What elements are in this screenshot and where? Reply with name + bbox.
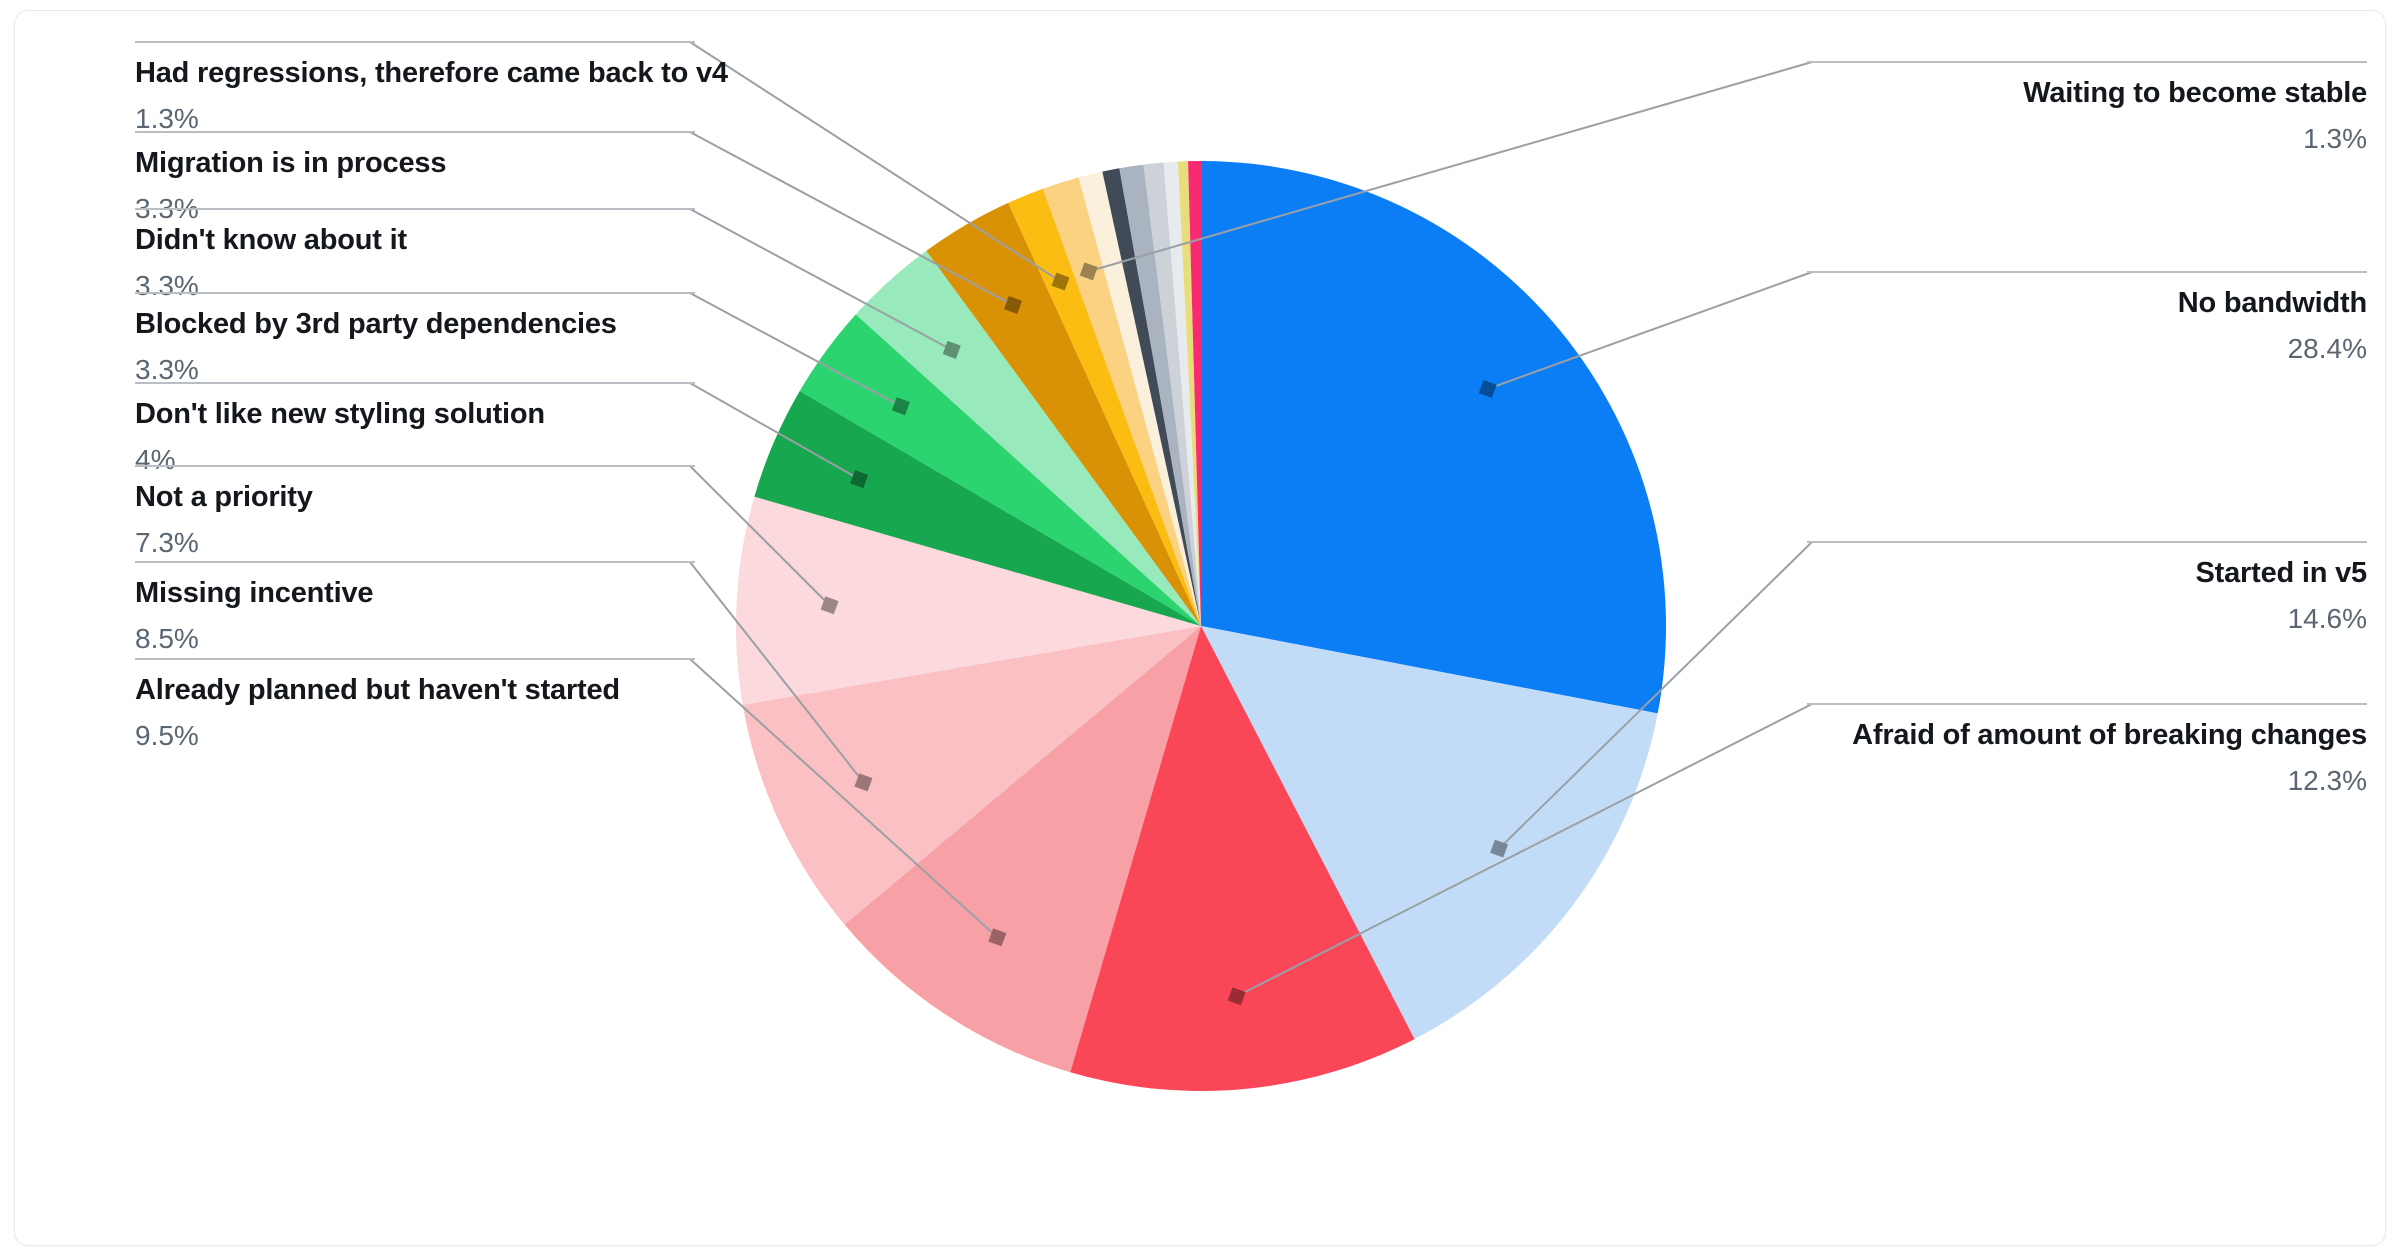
callout-rule	[135, 292, 695, 294]
callout-label[interactable]: Started in v5 14.6%	[1807, 541, 2367, 636]
callout-label-name: Already planned but haven't started	[135, 674, 620, 706]
pie-slice[interactable]	[754, 391, 1201, 626]
pie-slice[interactable]	[1163, 161, 1201, 626]
leader-line	[689, 208, 953, 351]
callout-label[interactable]: Afraid of amount of breaking changes 12.3…	[1807, 703, 2367, 798]
callout-rule	[1807, 61, 2367, 63]
callout-label[interactable]: Already planned but haven't started 9.5%	[135, 658, 695, 753]
leader-anchor-dot	[1490, 839, 1509, 858]
callout-label-name: Missing incentive	[135, 577, 374, 609]
leader-line	[689, 292, 902, 408]
callout-label-percent: 4%	[135, 444, 176, 476]
leader-line	[1236, 703, 1813, 998]
callout-label[interactable]: Missing incentive 8.5%	[135, 561, 695, 656]
leader-anchor-dot	[942, 340, 961, 359]
callout-label-percent: 7.3%	[135, 527, 199, 559]
callout-label-percent: 28.4%	[2287, 333, 2367, 365]
callout-label-percent: 1.3%	[135, 103, 199, 135]
pie-slice[interactable]	[1177, 161, 1201, 626]
pie-slice[interactable]	[1119, 164, 1201, 626]
pie-chart-stage: Had regressions, therefore came back to …	[15, 11, 2385, 1245]
pie-chart-svg[interactable]	[15, 11, 2386, 1246]
callout-rule	[135, 561, 695, 563]
leader-line	[689, 41, 1062, 283]
leader-anchor-dot	[988, 928, 1007, 947]
callout-rule	[135, 382, 695, 384]
callout-label-percent: 9.5%	[135, 720, 199, 752]
pie-slice[interactable]	[1070, 626, 1415, 1092]
pie-slice[interactable]	[799, 314, 1201, 626]
pie-slice[interactable]	[1078, 171, 1201, 626]
pie-slice[interactable]	[844, 626, 1201, 1073]
pie-slice[interactable]	[1143, 162, 1201, 626]
callout-label-percent: 1.3%	[2303, 123, 2367, 155]
callout-label-name: Had regressions, therefore came back to …	[135, 57, 728, 89]
leader-line	[1498, 541, 1813, 850]
callout-label-percent: 3.3%	[135, 354, 199, 386]
callout-label-name: No bandwidth	[2177, 287, 2367, 319]
leader-line	[689, 131, 1014, 306]
callout-rule	[1807, 703, 2367, 705]
leader-line	[689, 382, 860, 480]
leader-line	[1088, 61, 1813, 273]
callout-label-name: Migration is in process	[135, 147, 447, 179]
leader-anchor-dot	[891, 397, 910, 416]
pie-slice[interactable]	[742, 626, 1201, 925]
pie-slice[interactable]	[1042, 177, 1201, 626]
leader-line	[1487, 271, 1813, 390]
leader-anchor-dot	[1227, 987, 1246, 1006]
callout-label-name: Waiting to become stable	[2023, 77, 2367, 109]
callout-label[interactable]: Don't like new styling solution 4%	[135, 382, 695, 477]
callout-label-name: Afraid of amount of breaking changes	[1852, 719, 2367, 751]
callout-label-name: Don't like new styling solution	[135, 398, 545, 430]
leader-anchor-dot	[850, 470, 869, 489]
leader-anchor-dot	[1004, 296, 1022, 314]
leader-anchor-dot	[1079, 262, 1098, 281]
callout-label-percent: 12.3%	[2287, 765, 2367, 797]
callout-rule	[135, 658, 695, 660]
pie-slice[interactable]	[1102, 168, 1201, 627]
callout-rule	[135, 465, 695, 467]
callout-label-name: Started in v5	[2195, 557, 2368, 589]
pie-slice[interactable]	[1201, 161, 1666, 714]
callout-rule	[135, 131, 695, 133]
callout-rule	[135, 208, 695, 210]
pie-slice[interactable]	[926, 202, 1201, 627]
leader-line	[689, 658, 999, 939]
callout-label[interactable]: No bandwidth 28.4%	[1807, 271, 2367, 366]
pie-slice[interactable]	[735, 496, 1201, 705]
pie-slice[interactable]	[1201, 626, 1658, 1040]
callout-label-name: Didn't know about it	[135, 224, 407, 256]
callout-label-percent: 3.3%	[135, 270, 199, 302]
callout-label[interactable]: Had regressions, therefore came back to …	[135, 41, 728, 136]
callout-label-percent: 14.6%	[2287, 603, 2367, 635]
callout-label[interactable]: Not a priority 7.3%	[135, 465, 695, 560]
callout-rule	[1807, 271, 2367, 273]
callout-label-name: Not a priority	[135, 481, 313, 513]
leader-anchor-dot	[1478, 379, 1497, 398]
leader-anchor-dot	[820, 596, 839, 615]
callout-label[interactable]: Didn't know about it 3.3%	[135, 208, 695, 303]
callout-rule	[135, 41, 695, 43]
pie-slice[interactable]	[1008, 188, 1201, 626]
leader-anchor-dot	[854, 773, 873, 792]
callout-label-name: Blocked by 3rd party dependencies	[135, 308, 617, 340]
callout-rule	[1807, 541, 2367, 543]
leader-line	[689, 465, 831, 606]
pie-slice[interactable]	[1188, 161, 1201, 626]
chart-card: Had regressions, therefore came back to …	[14, 10, 2386, 1246]
callout-label[interactable]: Blocked by 3rd party dependencies 3.3%	[135, 292, 695, 387]
callout-label[interactable]: Waiting to become stable 1.3%	[1807, 61, 2367, 156]
callout-label-percent: 8.5%	[135, 623, 199, 655]
leader-anchor-dot	[1051, 272, 1070, 291]
leader-line	[689, 561, 865, 783]
